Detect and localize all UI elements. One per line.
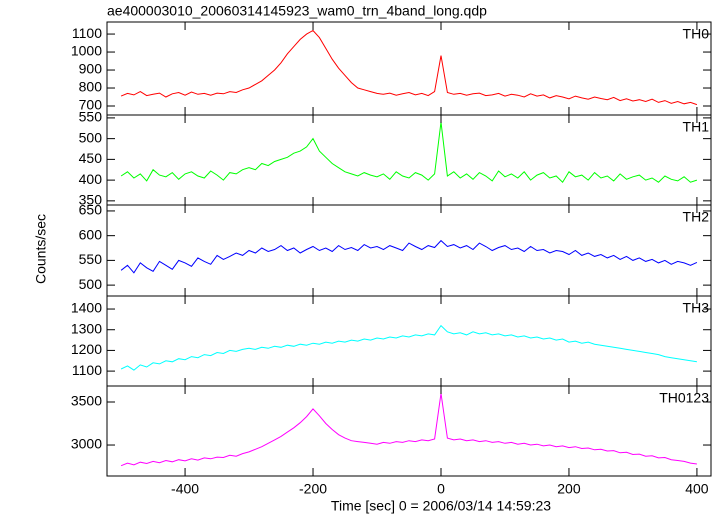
y-axis-label: Counts/sec — [33, 214, 49, 284]
panel-label: TH2 — [683, 209, 710, 225]
y-tick-label: 3000 — [71, 436, 102, 452]
y-tick-label: 400 — [79, 171, 103, 187]
y-tick-label: 350 — [79, 192, 103, 208]
panel-frame — [106, 295, 712, 387]
y-tick-label: 800 — [79, 79, 103, 95]
y-tick-label: 1300 — [71, 320, 102, 336]
panel-label: TH1 — [683, 119, 710, 135]
y-tick-label: 700 — [79, 97, 103, 113]
y-tick-label: 550 — [79, 109, 103, 125]
y-tick-label: 450 — [79, 150, 103, 166]
panel-frame — [106, 114, 712, 206]
data-line — [120, 393, 697, 467]
data-line — [120, 29, 698, 106]
x-tick-label: -400 — [171, 481, 199, 497]
y-tick-label: 1000 — [71, 43, 102, 59]
y-tick-label: 1100 — [72, 362, 102, 378]
y-tick-label: 650 — [79, 202, 103, 218]
panel-label: TH3 — [683, 300, 710, 316]
x-tick-label: 0 — [437, 481, 445, 497]
panel-label: TH0123 — [659, 390, 709, 406]
y-tick-label: 900 — [79, 61, 103, 77]
y-tick-label: 1200 — [71, 341, 102, 357]
data-line — [120, 239, 698, 274]
data-line — [120, 122, 698, 183]
chart-title: ae400003010_20060314145923_wam0_trn_4ban… — [107, 3, 487, 19]
y-tick-label: 500 — [79, 276, 103, 292]
data-line — [120, 324, 697, 371]
x-tick-label: 200 — [557, 481, 581, 497]
y-tick-label: 550 — [79, 251, 103, 267]
y-tick-label: 3500 — [71, 393, 102, 409]
y-tick-label: 600 — [79, 226, 103, 242]
panel-frame — [106, 204, 712, 297]
x-axis-label: Time [sec] 0 = 2006/03/14 14:59:23 — [331, 498, 551, 514]
y-tick-label: 1100 — [72, 25, 102, 41]
y-tick-label: 500 — [79, 129, 103, 145]
x-tick-label: 400 — [685, 481, 709, 497]
x-tick-label: -200 — [299, 481, 327, 497]
y-tick-label: 1400 — [71, 300, 102, 316]
panel-frame — [106, 385, 712, 477]
panel-frame — [106, 21, 712, 116]
panel-label: TH0 — [683, 26, 710, 42]
